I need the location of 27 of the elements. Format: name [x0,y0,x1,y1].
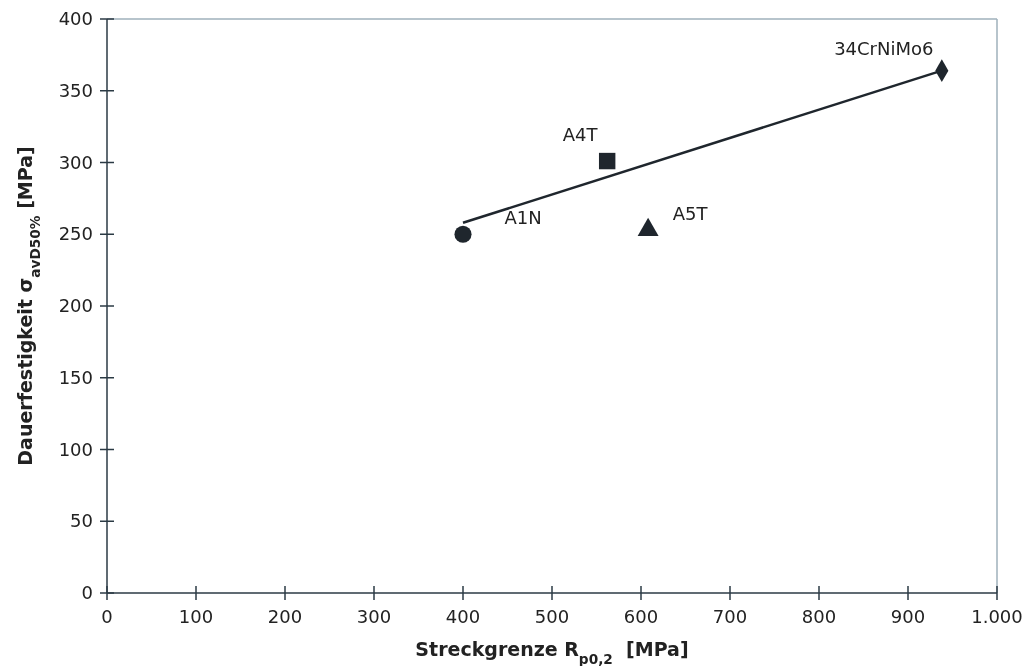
y-tick-label: 250 [58,223,93,245]
series-label: A4T [562,124,599,146]
x-tick-label: 500 [534,606,570,627]
series-label: A5T [672,202,709,224]
x-tick-label: 100 [178,606,214,627]
x-tick-label: 1.000 [971,606,1023,627]
y-tick-label: 200 [58,295,93,316]
x-tick-label: 600 [623,606,659,627]
y-tick-label: 150 [58,366,93,388]
series-label: A1N [504,207,542,229]
x-tick-label: 700 [712,606,748,627]
x-tick-label: 400 [445,606,481,627]
x-tick-label: 0 [101,606,113,627]
y-tick-label: 100 [58,438,93,460]
y-tick-label: 350 [58,79,93,101]
x-tick-label: 200 [267,606,303,627]
point [454,225,472,243]
x-axis-title: Streckgrenze R$_{p0,2}$ [MPa] [415,638,689,666]
point [598,152,616,170]
y-tick-label: 0 [81,582,93,603]
y-tick-label: 400 [58,8,93,29]
y-tick-label: 300 [58,151,93,173]
x-tick-label: 800 [801,606,837,627]
y-tick-label: 50 [70,510,93,532]
x-tick-label: 900 [890,606,926,627]
x-tick-label: 300 [356,606,392,627]
series-label: 34CrNiMo6 [834,37,934,59]
